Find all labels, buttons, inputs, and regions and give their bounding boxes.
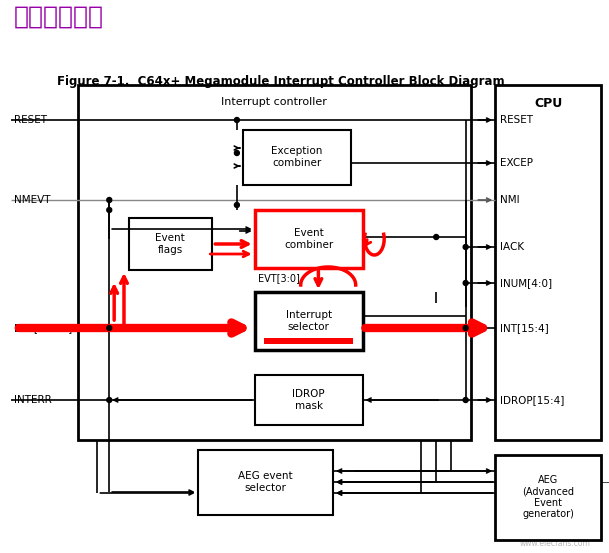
Text: NMEVT: NMEVT <box>14 195 51 205</box>
Text: AEG event
selector: AEG event selector <box>238 471 293 493</box>
Circle shape <box>107 326 111 331</box>
Bar <box>129 218 213 270</box>
Bar <box>495 455 601 540</box>
Circle shape <box>463 280 468 285</box>
Text: Interrupt controller: Interrupt controller <box>221 97 327 107</box>
Bar <box>255 375 362 425</box>
Circle shape <box>434 234 438 239</box>
Circle shape <box>107 398 111 403</box>
Circle shape <box>463 398 468 403</box>
Text: Event
flags: Event flags <box>155 233 185 255</box>
Circle shape <box>234 117 239 123</box>
Bar <box>197 450 333 515</box>
Text: EVT[127:4]: EVT[127:4] <box>14 323 72 333</box>
Text: EVT[3:0]: EVT[3:0] <box>258 273 300 283</box>
Text: Exception
combiner: Exception combiner <box>271 146 323 168</box>
Circle shape <box>463 326 468 331</box>
Circle shape <box>107 197 111 202</box>
Text: IDROP[15:4]: IDROP[15:4] <box>500 395 565 405</box>
Text: INTERR: INTERR <box>14 395 52 405</box>
Circle shape <box>234 202 239 207</box>
Bar <box>255 210 362 268</box>
Text: Event
combiner: Event combiner <box>284 228 333 250</box>
Text: 中断模块框图: 中断模块框图 <box>14 5 104 29</box>
Text: RESET: RESET <box>500 115 533 125</box>
Bar <box>495 85 601 440</box>
Circle shape <box>463 244 468 249</box>
Text: AEG
(Advanced
Event
generator): AEG (Advanced Event generator) <box>522 474 574 519</box>
Circle shape <box>234 150 239 155</box>
Bar <box>255 292 362 350</box>
Text: INT[15:4]: INT[15:4] <box>500 323 549 333</box>
Text: www.elecfans.com: www.elecfans.com <box>519 539 591 548</box>
Circle shape <box>107 207 111 212</box>
Text: Figure 7-1.  C64x+ Megamodule Interrupt Controller Block Diagram: Figure 7-1. C64x+ Megamodule Interrupt C… <box>57 75 504 88</box>
Text: IACK: IACK <box>500 242 524 252</box>
Text: INUM[4:0]: INUM[4:0] <box>500 278 552 288</box>
Bar <box>78 85 471 440</box>
Text: Interrupt
selector: Interrupt selector <box>286 310 332 332</box>
Bar <box>243 130 351 185</box>
Text: EXCEP: EXCEP <box>500 158 533 168</box>
Text: CPU: CPU <box>534 97 562 110</box>
Bar <box>264 338 353 344</box>
Text: NMI: NMI <box>500 195 519 205</box>
Text: IDROP
mask: IDROP mask <box>292 389 325 411</box>
Text: RESET: RESET <box>14 115 47 125</box>
